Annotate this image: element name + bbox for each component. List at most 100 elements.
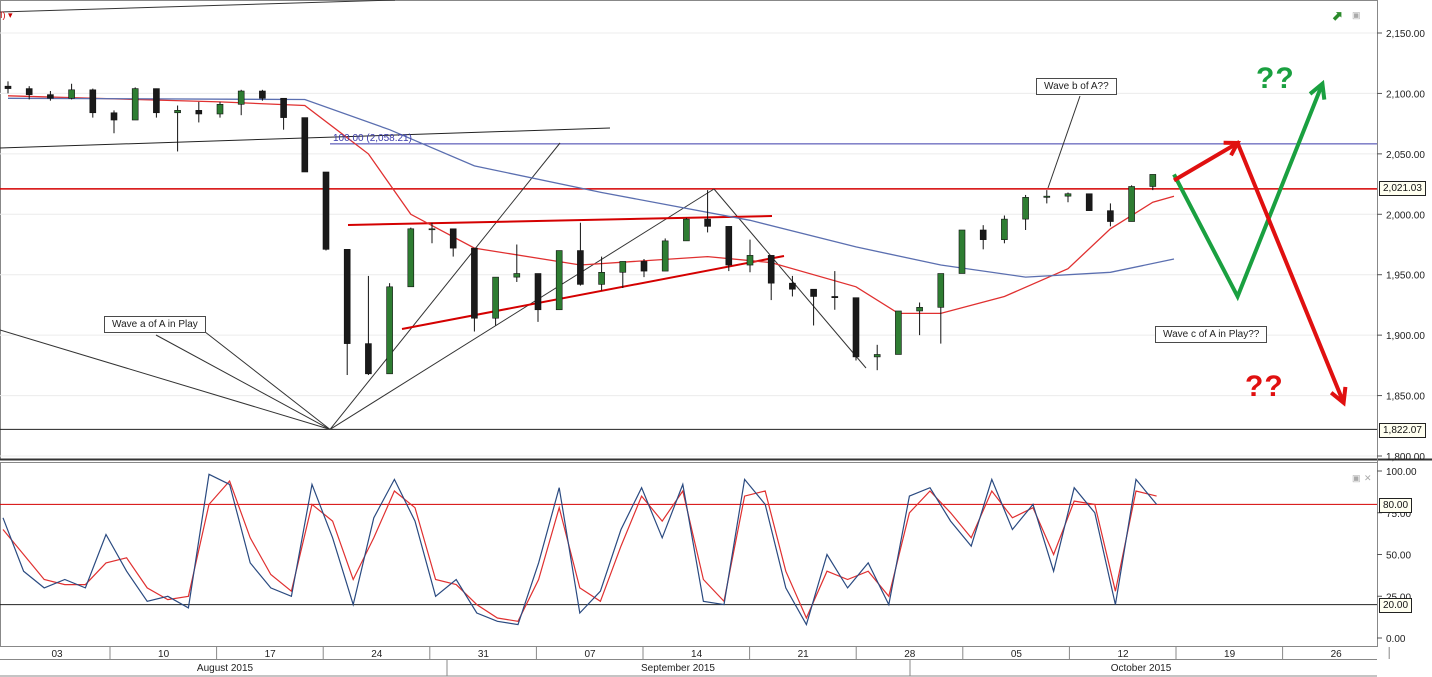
candle <box>492 276 499 326</box>
x-tick-label: 24 <box>371 649 383 660</box>
price-axis-ticks: 2,150.00 2,100.00 2,050.00 2,000.00 1,950.00… <box>1377 29 1425 463</box>
candle-body <box>259 90 266 99</box>
red-forecast-arrow-head <box>1329 386 1348 407</box>
candle-body <box>1064 193 1072 197</box>
candle <box>301 117 309 173</box>
candle <box>322 171 330 251</box>
candle <box>661 238 669 272</box>
candle-body <box>47 94 54 99</box>
red-first-leg-head <box>1223 140 1241 157</box>
candle-body <box>619 261 627 273</box>
annotation-leader <box>199 327 331 430</box>
candle <box>25 86 33 100</box>
candle <box>534 273 542 322</box>
candle <box>110 110 118 134</box>
y-tick-label: 1,900.00 <box>1386 331 1425 342</box>
price-grid <box>0 32 1377 457</box>
candle-body <box>301 117 309 173</box>
trendline <box>329 142 561 430</box>
low-price-badge: 1,822.07 <box>1379 423 1426 438</box>
y-tick-label: 2,150.00 <box>1386 29 1425 40</box>
candle-body <box>216 104 224 115</box>
date-axis: 03 10 17 24 31 07 14 21 28 05 12 19 26 August 2015 Sep… <box>0 647 1390 677</box>
candle <box>640 259 648 278</box>
candle <box>895 310 902 355</box>
panel-maximize-icon[interactable]: ▣ <box>1352 10 1361 20</box>
chart-type-icon[interactable]: ⬈ <box>1332 8 1343 23</box>
candle-body <box>322 171 330 250</box>
candle <box>386 283 393 375</box>
candle <box>767 255 775 301</box>
x-tick-label: 21 <box>798 649 810 660</box>
candle <box>852 297 860 361</box>
candle-body <box>237 90 245 105</box>
candle <box>810 288 817 326</box>
candle <box>449 228 457 257</box>
trendline <box>0 0 396 13</box>
candle-body <box>343 249 351 344</box>
x-tick-label: 17 <box>265 649 277 660</box>
stoch-panel-close-icon[interactable]: ✕ <box>1364 473 1372 483</box>
candle-body <box>789 282 796 290</box>
candle-body <box>89 89 97 114</box>
y-tick-label: 1,850.00 <box>1386 392 1425 403</box>
candle-body <box>4 85 12 89</box>
candle <box>1022 194 1029 230</box>
candle-body <box>153 88 160 114</box>
candle-body <box>746 255 754 266</box>
candle-body <box>1149 174 1157 187</box>
candle <box>280 97 287 130</box>
candle-body <box>937 273 945 308</box>
trendline <box>401 255 785 330</box>
candle <box>1064 192 1072 203</box>
stoch-k-line <box>2 473 1158 627</box>
candle <box>958 229 966 274</box>
forecast-arrows <box>1172 79 1348 407</box>
candle-body <box>683 218 690 242</box>
candle-body <box>577 250 584 285</box>
green-forecast-arrow-head <box>1308 79 1327 100</box>
candle-body <box>365 343 372 375</box>
wave-a-annotation: Wave a of A in Play <box>104 316 206 333</box>
candle <box>1001 215 1008 244</box>
stoch-panel-maximize-icon[interactable]: ▣ <box>1352 473 1361 483</box>
candle <box>746 239 754 273</box>
candle <box>1043 190 1051 204</box>
trendline-drawings <box>0 0 1081 430</box>
candle-body <box>725 226 733 266</box>
candle <box>831 271 839 310</box>
x-tick-label: 31 <box>478 649 490 660</box>
y-tick-label: 1,950.00 <box>1386 271 1425 282</box>
candle <box>513 244 521 282</box>
candle-body <box>68 89 75 99</box>
candle <box>365 275 372 376</box>
y-tick-label: 1,800.00 <box>1386 452 1425 463</box>
candle <box>916 302 923 336</box>
x-tick-label: 07 <box>584 649 596 660</box>
candle <box>237 89 245 116</box>
candle-body <box>1107 210 1114 222</box>
candle <box>979 225 987 250</box>
stoch-axis-ticks: 100.00 75.00 50.00 25.00 0.00 <box>1377 467 1417 645</box>
candle-body <box>1085 193 1093 211</box>
candle-body <box>1043 195 1051 198</box>
candle-body <box>873 354 881 358</box>
candle <box>1149 174 1157 191</box>
candle <box>216 101 224 118</box>
indicator-dropdown[interactable]: I) ▾ <box>0 10 13 20</box>
wave-c-annotation: Wave c of A in Play?? <box>1155 326 1268 343</box>
x-tick-label: 03 <box>51 649 63 660</box>
x-tick-label: 26 <box>1331 649 1343 660</box>
candle <box>4 81 12 94</box>
candle-body <box>195 110 203 115</box>
fib-level-label: 100.00 (2,058.21) <box>333 133 412 144</box>
x-tick-label: 10 <box>158 649 170 660</box>
candle-body <box>174 110 181 114</box>
candle-body <box>810 288 817 297</box>
last-price-badge: 2,021.03 <box>1379 181 1426 196</box>
candle <box>1128 185 1135 222</box>
candle <box>131 87 139 121</box>
stoch-tick-label: 100.00 <box>1386 467 1417 478</box>
candle-body <box>280 97 287 118</box>
